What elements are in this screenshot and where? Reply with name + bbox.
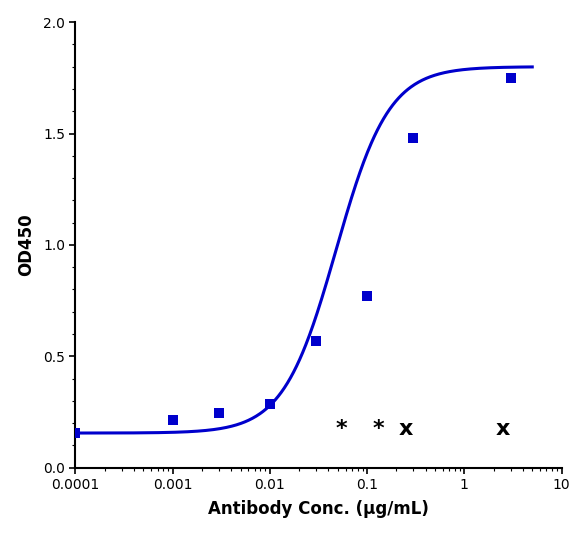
X-axis label: Antibody Conc. (μg/mL): Antibody Conc. (μg/mL) xyxy=(208,500,429,518)
Text: *: * xyxy=(372,418,384,439)
Y-axis label: OD450: OD450 xyxy=(16,213,35,276)
Text: *: * xyxy=(336,418,348,439)
Point xyxy=(409,134,418,142)
Point xyxy=(265,400,275,408)
Point xyxy=(506,74,515,82)
Text: x: x xyxy=(496,418,510,439)
Point xyxy=(214,409,224,417)
Point xyxy=(168,415,177,424)
Text: x: x xyxy=(399,418,413,439)
Point xyxy=(312,337,321,345)
Point xyxy=(362,292,372,300)
Point xyxy=(70,429,80,437)
